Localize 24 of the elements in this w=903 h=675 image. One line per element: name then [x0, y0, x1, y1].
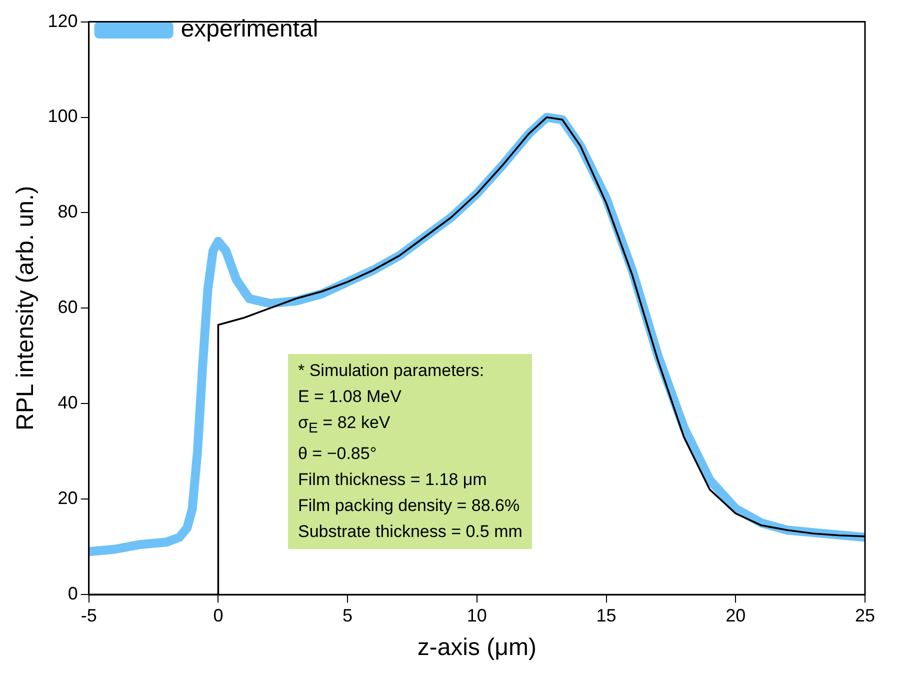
annotation: θ = −0.85°	[298, 443, 378, 466]
x-tick-label: 20	[726, 605, 746, 626]
annotation: σ$_{E}$ = 82 keV	[298, 412, 392, 438]
y-axis-title: RPL intensity (arb. un.)	[12, 186, 40, 430]
y-tick-label: 40	[58, 392, 78, 413]
y-tick-label: 120	[48, 10, 78, 31]
annotation: Film packing density = 88.6%	[298, 495, 521, 518]
y-tick-label: 20	[58, 488, 78, 508]
x-tick-label: 0	[213, 605, 224, 626]
x-tick-label: -5	[80, 605, 97, 626]
x-tick-label: 15	[596, 605, 616, 626]
annotation: Film thickness = 1.18 μm	[298, 469, 488, 492]
legend-label: experimental	[180, 16, 318, 43]
annotation: * Simulation parameters:	[298, 360, 486, 382]
y-tick-label: 100	[48, 106, 78, 126]
y-tick-label: 0	[68, 584, 78, 604]
x-tick-label: 10	[466, 605, 487, 626]
x-tick-label: 5	[342, 605, 353, 626]
y-tick-label: 60	[58, 297, 78, 318]
annotation: Substrate thickness = 0.5 mm	[298, 521, 522, 544]
x-axis-title: z-axis (μm)	[417, 634, 536, 662]
x-tick-label: 25	[854, 605, 876, 626]
y-tick-label: 80	[58, 202, 78, 222]
annotation: E = 1.08 MeV	[298, 386, 402, 408]
